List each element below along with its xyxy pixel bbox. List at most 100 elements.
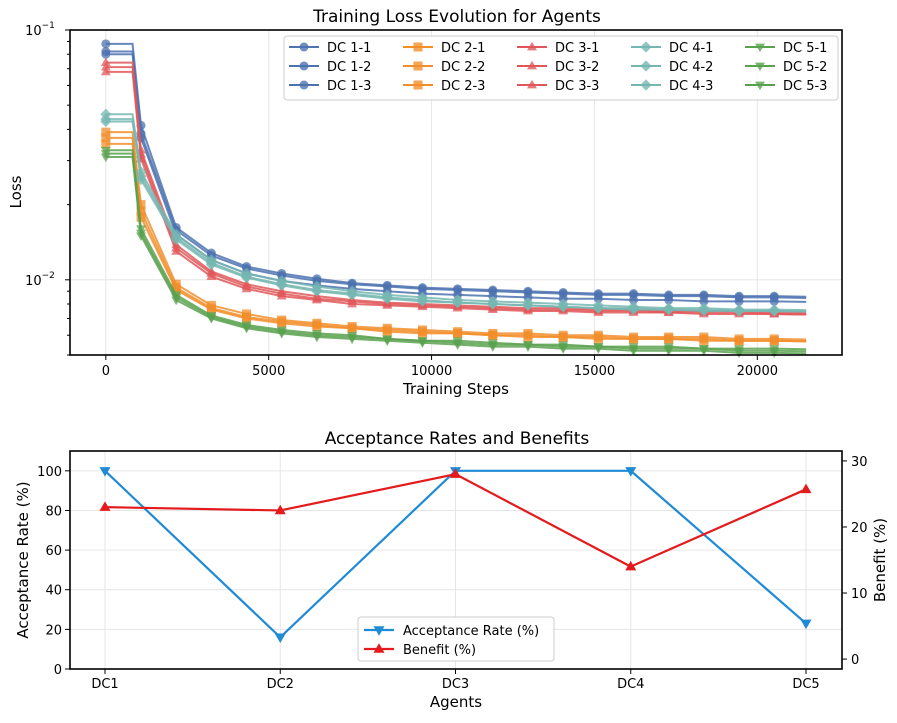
- loss-point: [628, 347, 639, 356]
- loss-legend-label: DC 3-2: [555, 60, 599, 75]
- loss-legend-label: DC 3-1: [555, 41, 599, 56]
- loss-point: [592, 302, 604, 314]
- acceptance-chart-y-ticks-left: 0 20 40 60 80 100: [37, 465, 70, 678]
- loss-point: [452, 341, 463, 350]
- loss-point: [100, 153, 111, 163]
- loss-point: [558, 345, 569, 354]
- loss-legend-label: DC 2-3: [441, 79, 485, 94]
- loss-point: [664, 295, 674, 305]
- loss-point: [276, 290, 287, 300]
- acc-point: [99, 501, 111, 511]
- loss-point: [734, 349, 745, 359]
- loss-legend-marker: [299, 80, 309, 90]
- loss-point: [417, 339, 428, 348]
- acc-y-tick-label-40: 40: [45, 584, 62, 599]
- loss-point: [593, 345, 604, 354]
- acc-point: [274, 504, 286, 515]
- loss-legend-marker: [527, 41, 537, 51]
- loss-chart-title: Training Loss Evolution for Agents: [312, 7, 601, 27]
- acc-point: [99, 467, 111, 477]
- loss-legend-marker: [640, 79, 652, 91]
- loss-point: [734, 336, 744, 346]
- loss-point: [452, 297, 464, 309]
- loss-point: [487, 343, 498, 352]
- loss-point: [101, 127, 111, 137]
- loss-point: [312, 322, 322, 332]
- loss-point: [347, 323, 357, 333]
- loss-point: [381, 293, 393, 305]
- loss-point: [416, 295, 429, 307]
- benefit-y-tick-label-0: 0: [851, 653, 859, 668]
- loss-point: [417, 328, 427, 338]
- loss-legend-label: DC 3-3: [555, 79, 599, 94]
- loss-point: [100, 115, 112, 128]
- loss-point: [663, 347, 674, 356]
- loss-y-tick-label-0.01: 10−2: [25, 271, 55, 289]
- loss-point: [488, 330, 498, 340]
- loss-x-tick-label-20000: 20000: [737, 364, 778, 379]
- acceptance-chart-y-ticks-right: 0 10 20 30: [842, 455, 868, 668]
- loss-legend-label: DC 4-3: [669, 79, 713, 94]
- loss-point: [382, 300, 393, 309]
- acc-point: [625, 467, 637, 477]
- loss-chart-series: [100, 39, 807, 359]
- loss-line: [105, 120, 807, 313]
- acc-y-tick-label-60: 60: [45, 544, 62, 559]
- loss-legend-marker: [413, 80, 423, 90]
- loss-legend-label: DC 5-1: [783, 41, 827, 56]
- loss-point: [101, 133, 111, 143]
- loss-point: [276, 279, 288, 291]
- loss-point: [311, 294, 322, 304]
- loss-point: [101, 39, 111, 49]
- loss-legend-marker: [640, 60, 652, 72]
- acc-legend-label: Benefit (%): [403, 643, 476, 658]
- loss-point: [171, 296, 182, 306]
- loss-legend-marker: [299, 61, 309, 71]
- loss-point: [664, 334, 674, 344]
- acceptance-chart-x-label: Agents: [430, 693, 482, 711]
- loss-line: [105, 70, 807, 316]
- loss-legend-marker: [299, 42, 309, 52]
- loss-point: [768, 305, 780, 317]
- loss-chart-frame: [69, 29, 843, 356]
- loss-point: [100, 66, 111, 76]
- loss-x-tick-label-5000: 5000: [252, 364, 285, 379]
- loss-point: [557, 301, 569, 313]
- acc-x-tick-label-DC2: DC2: [267, 677, 294, 692]
- acc-point: [450, 468, 461, 478]
- loss-legend-marker: [413, 61, 423, 71]
- acceptance-chart-y-label-right: Benefit (%): [871, 518, 889, 602]
- benefit-y-tick-label-20: 20: [851, 521, 868, 536]
- loss-point: [100, 57, 111, 67]
- loss-point: [277, 318, 287, 328]
- loss-point: [734, 296, 744, 306]
- acc-x-tick-label-DC3: DC3: [442, 677, 469, 692]
- loss-point: [382, 337, 393, 346]
- loss-legend-label: DC 5-2: [783, 60, 827, 75]
- loss-legend-label: DC 2-2: [441, 60, 485, 75]
- acc-x-tick-label-DC1: DC1: [91, 677, 118, 692]
- loss-series-dc-4-1: [100, 108, 807, 316]
- loss-chart: Training Loss Evolution for Agents 0 5000…: [7, 7, 843, 398]
- loss-legend-marker: [527, 79, 537, 89]
- acc-y-tick-label-20: 20: [45, 623, 62, 638]
- loss-point: [663, 303, 675, 316]
- loss-legend-marker: [755, 43, 765, 53]
- loss-point: [206, 305, 216, 315]
- acc-legend-marker: [373, 626, 385, 636]
- acc-y-tick-label-100: 100: [37, 465, 62, 480]
- benefit-y-tick-label-10: 10: [851, 587, 868, 602]
- loss-point: [593, 294, 603, 304]
- loss-point: [699, 296, 709, 306]
- acceptance-chart: Acceptance Rates and Benefits DC1 DC2 DC3 D…: [14, 429, 889, 711]
- loss-chart-x-label: Training Steps: [402, 380, 509, 398]
- loss-point: [101, 139, 111, 149]
- loss-series-dc-5-3: [100, 153, 807, 359]
- loss-point: [733, 305, 745, 317]
- loss-chart-x-ticks: 0 5000 10000 15000 20000: [102, 355, 778, 379]
- acc-legend-label: Acceptance Rate (%): [403, 624, 539, 639]
- loss-point: [171, 285, 181, 295]
- loss-chart-y-label: Loss: [7, 175, 25, 208]
- loss-point: [347, 298, 358, 308]
- loss-point: [629, 295, 639, 305]
